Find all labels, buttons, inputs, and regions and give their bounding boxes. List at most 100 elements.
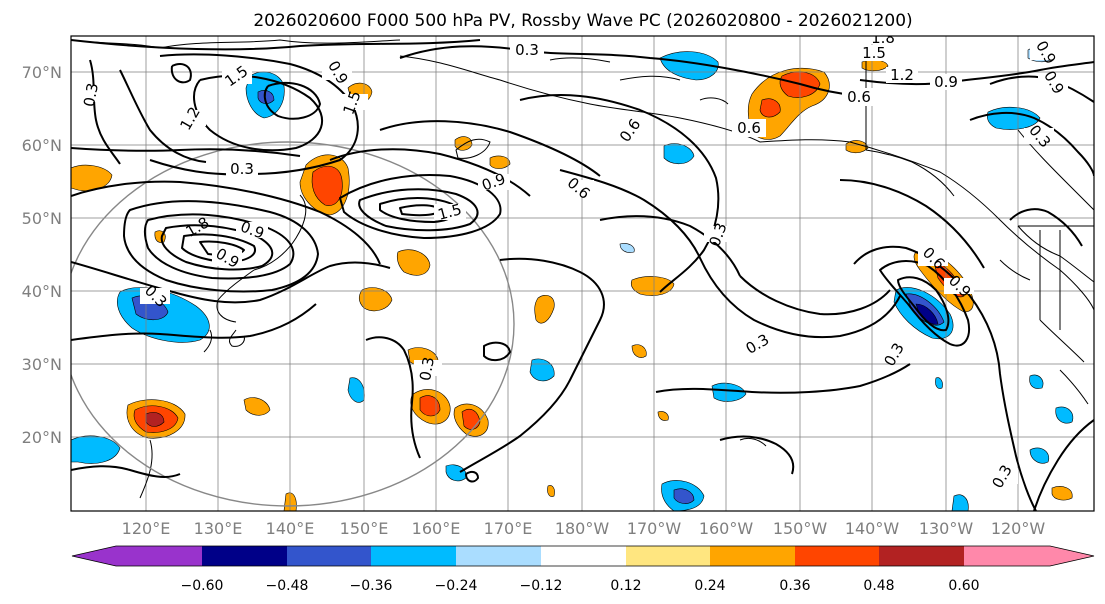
lon-label: 170°E: [484, 519, 533, 538]
contour-label: 1.5: [858, 44, 890, 62]
positive-anomaly: [631, 344, 647, 358]
positive-anomaly: [547, 485, 555, 497]
colorbar-tick-label: −0.60: [181, 578, 224, 594]
lon-label: 140°W: [845, 519, 900, 538]
negative-anomaly: [1029, 447, 1050, 464]
colorbar-extend-min: [72, 546, 116, 566]
negative-anomaly: [1055, 406, 1074, 424]
graticule: [71, 36, 1094, 511]
colorbar-tick-label: 0.12: [610, 578, 641, 594]
positive-anomaly: [145, 412, 165, 427]
plot-title: 2026020600 F000 500 hPa PV, Rossby Wave …: [253, 11, 912, 31]
contour-label: 0.6: [732, 119, 766, 137]
negative-anomaly: [659, 51, 719, 81]
positive-anomaly: [1051, 486, 1073, 501]
colorbar: −0.60 −0.48 −0.36 −0.24 −0.12 0.12 0.24 …: [71, 545, 1095, 594]
colorbar-tick-label: −0.48: [266, 578, 309, 594]
positive-anomaly: [657, 411, 669, 421]
colorbar-segment: [626, 546, 710, 566]
negative-anomaly: [619, 243, 635, 253]
longitude-labels: 120°E 130°E 140°E 150°E 160°E 170°E 180°…: [122, 519, 1046, 538]
negative-anomaly: [935, 377, 943, 389]
colorbar-segment: [710, 546, 795, 566]
positive-anomaly: [759, 98, 781, 118]
colorbar-outline: [71, 545, 1095, 567]
lon-label: 130°W: [919, 519, 974, 538]
colorbar-segment: [879, 546, 964, 566]
lat-label: 60°N: [22, 136, 62, 155]
negative-anomaly: [71, 435, 121, 464]
svg-text:0.3: 0.3: [515, 41, 539, 59]
positive-anomaly: [419, 395, 441, 417]
colorbar-tick-label: 0.24: [694, 578, 725, 594]
svg-text:1.5: 1.5: [862, 44, 886, 62]
contour-label: 0.3: [78, 82, 106, 109]
colorbar-tick-label: 0.36: [779, 578, 810, 594]
positive-anomaly: [71, 164, 113, 192]
lat-label: 70°N: [22, 63, 62, 82]
svg-text:0.6: 0.6: [737, 119, 761, 137]
colorbar-segment: [287, 546, 371, 566]
pv-contours: [71, 39, 1094, 511]
colorbar-tick-label: −0.12: [520, 578, 563, 594]
lon-label: 120°E: [122, 519, 171, 538]
positive-anomaly: [311, 165, 343, 206]
contour-label: 1.2: [886, 66, 918, 84]
colorbar-segment: [541, 546, 626, 566]
svg-text:1.5: 1.5: [436, 200, 464, 224]
positive-anomaly: [534, 295, 555, 324]
svg-text:0.9: 0.9: [934, 73, 958, 91]
lon-label: 130°E: [194, 519, 243, 538]
reference-circle: [71, 141, 515, 507]
negative-anomaly: [663, 143, 695, 165]
svg-text:0.3: 0.3: [230, 160, 254, 178]
colorbar-segment: [116, 546, 202, 566]
map-frame: [70, 35, 1095, 512]
colorbar-segment: [371, 546, 456, 566]
lat-label: 50°N: [22, 209, 62, 228]
map-content: 0.3 1.8 1.5 1.2 0.9 0.6 0.6 1.5 1.2 1.5 …: [71, 36, 1094, 511]
svg-text:0.6: 0.6: [847, 88, 871, 106]
lon-label: 150°E: [340, 519, 389, 538]
coastlines: [71, 39, 1094, 499]
contour-label: 0.3: [510, 41, 544, 59]
positive-anomaly: [396, 249, 431, 276]
positive-anomaly: [845, 140, 869, 154]
colorbar-segment: [202, 546, 287, 566]
latitude-labels: 70°N 60°N 50°N 40°N 30°N 20°N: [22, 63, 62, 447]
positive-anomaly: [461, 409, 481, 430]
lon-label: 160°W: [699, 519, 754, 538]
lat-label: 20°N: [22, 428, 62, 447]
contour-label: 0.3: [414, 356, 442, 383]
lat-label: 40°N: [22, 282, 62, 301]
colorbar-tick-label: 0.48: [863, 578, 894, 594]
contour-label: 1.5: [434, 200, 466, 224]
svg-text:0.3: 0.3: [80, 82, 102, 109]
lat-label: 30°N: [22, 355, 62, 374]
lon-label: 120°W: [991, 519, 1046, 538]
lon-label: 180°W: [555, 519, 610, 538]
negative-anomaly: [529, 358, 555, 382]
colorbar-segment: [795, 546, 879, 566]
contour-label: 0.3: [226, 160, 258, 178]
colorbar-segment: [456, 546, 541, 566]
negative-anomaly: [1029, 374, 1044, 389]
positive-anomaly: [489, 155, 511, 169]
lon-label: 150°W: [773, 519, 828, 538]
svg-text:0.3: 0.3: [416, 356, 438, 383]
negative-anomaly: [711, 382, 747, 402]
negative-anomaly: [951, 494, 969, 511]
svg-text:1.2: 1.2: [890, 66, 914, 84]
colorbar-tick-label: −0.36: [350, 578, 393, 594]
colorbar-extend-max: [964, 546, 1094, 566]
positive-anomaly: [243, 397, 271, 416]
contour-label: 0.6: [842, 88, 876, 106]
contour-label: 1.8: [868, 36, 898, 47]
lon-label: 140°E: [266, 519, 315, 538]
lon-label: 160°E: [412, 519, 461, 538]
positive-anomaly: [358, 287, 393, 312]
negative-anomaly: [673, 488, 695, 504]
lon-label: 170°W: [627, 519, 682, 538]
colorbar-tick-label: 0.60: [948, 578, 979, 594]
